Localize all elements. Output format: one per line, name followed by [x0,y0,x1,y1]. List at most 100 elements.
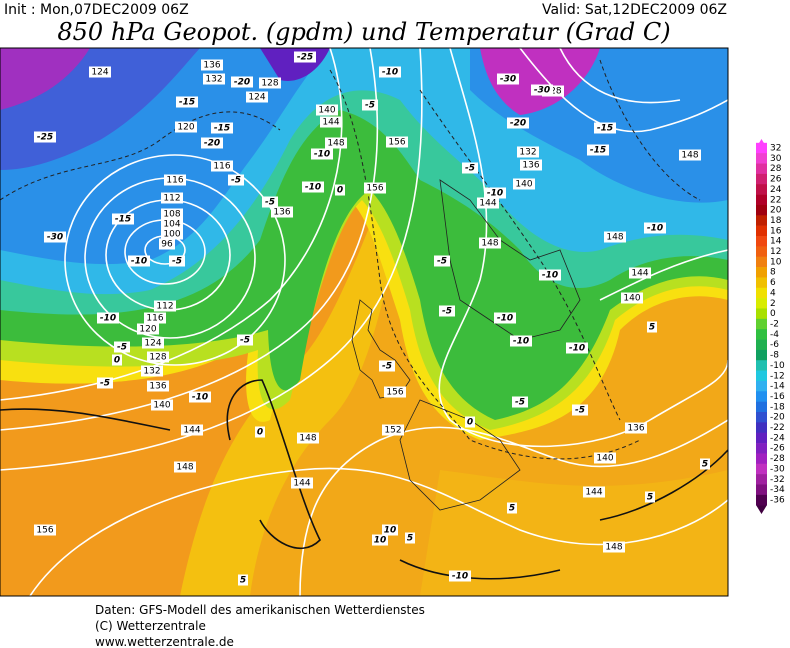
colorbar-swatch [756,349,767,361]
geopotential-label-box [181,424,203,436]
valid-time: Valid: Sat,12DEC2009 06Z [542,2,727,18]
colorbar-bottom-arrow [756,505,767,514]
temperature-label-box [497,73,519,85]
geopotential-label: 96 [161,240,173,250]
geopotential-label-box [520,159,542,171]
geopotential-label-box [603,541,625,553]
temperature-label: 10 [384,526,397,536]
geopotential-label: 120 [177,123,194,133]
map-frame [0,47,729,597]
geopotential-label: 140 [515,180,532,190]
geopotential-label: 144 [183,426,200,436]
temperature-label: -5 [117,343,127,353]
geopotential-label-box [583,486,605,498]
geopotential-label: 148 [481,239,498,249]
colorbar-tick-label: -24 [770,433,785,443]
colorbar-tick-label: -18 [770,402,785,412]
geopotential-label-box [625,422,647,434]
temperature-label-box [262,196,278,208]
temperature-label: -10 [100,314,116,324]
temperature-label-box [112,213,134,225]
geopotential-label: 136 [522,161,539,171]
geopotential-label: 124 [144,339,161,349]
temperature-label-box [294,51,316,63]
geopotential-label-box [629,267,651,279]
geopotential-label-box [513,178,535,190]
temperature-label-box [372,534,388,546]
temperature-label-box [539,269,561,281]
geopotential-label: 152 [384,426,401,436]
temperature-label: 5 [702,460,708,470]
temperature-label-box [566,342,588,354]
geopotential-label-box [201,59,223,71]
geopotential-label-box [175,121,197,133]
colorbar-swatch [756,339,767,351]
geopotential-label-box [246,91,268,103]
temperature-label-box [112,354,122,366]
temperature-label: -5 [172,257,182,267]
temperature-label: -20 [204,139,220,149]
geopotential-label: 116 [146,314,163,324]
colorbar-swatch [756,474,767,485]
temperature-label: -5 [231,176,241,186]
colorbar-tick-label: -2 [770,320,779,330]
colorbar-tick-label: 32 [770,144,781,154]
geopotential-label-box [604,231,626,243]
temperature-label: -10 [542,271,558,281]
geopotential-label-box [259,77,281,89]
temperature-label: 5 [649,323,655,333]
geopotential-label-box [594,452,616,464]
temperature-label: -5 [465,164,475,174]
temperature-label-box [169,255,185,267]
temperature-label: -10 [487,189,503,199]
temperature-label: -10 [452,572,468,582]
temperature-label: -20 [234,78,250,88]
colorbar-swatch [756,153,767,164]
temperature-label: -10 [305,183,321,193]
temperature-label-box [302,181,324,193]
geopotential-label-box [679,149,701,161]
colorbar-tick-label: 12 [770,247,781,257]
colorbar-swatch [756,494,767,506]
geopotential-label-box [386,136,408,148]
geopotential-label-box [89,66,111,78]
temperature-label-box [484,187,506,199]
colorbar-swatch [756,194,767,206]
colorbar: 32302826242220181614121086420-2-4-6-8-10… [756,139,785,514]
colorbar-tick-label: 30 [770,154,782,164]
temperature-label: -5 [575,406,585,416]
temperature-label: -20 [510,119,526,129]
colorbar-swatch [756,443,767,454]
colorbar-swatch [756,163,767,175]
colorbar-swatch [756,204,767,216]
colorbar-swatch [756,484,767,496]
temperature-label: -30 [500,75,516,85]
temperature-label-box [231,76,253,88]
geopotential-label: 144 [479,199,496,209]
temperature-label: 5 [407,534,413,544]
geopotential-label: 116 [213,162,230,172]
colorbar-tick-label: -30 [770,464,785,474]
colorbar-tick-label: -22 [770,423,785,433]
temperature-label-box [128,255,150,267]
colorbar-tick-label: 26 [770,175,782,185]
map-field [0,48,728,596]
geopotential-label: 136 [273,208,290,218]
geopotential-label-box [147,380,169,392]
temperature-label: -15 [115,215,131,225]
colorbar-tick-label: 14 [770,237,782,247]
geopotential-label-box [161,228,183,240]
geopotential-label: 140 [153,401,170,411]
colorbar-swatch [756,142,767,154]
colorbar-tick-label: -36 [770,496,785,506]
geopotential-label: 148 [606,233,623,243]
temperature-label-box [382,524,398,536]
geopotential-label-box [159,238,175,250]
temperature-label-box [647,321,657,333]
colorbar-tick-label: 8 [770,268,776,278]
colorbar-swatch [756,432,767,444]
geopotential-label-box [297,432,319,444]
geopotential-label-box [161,218,183,230]
temperature-label-box [494,312,516,324]
geopotential-label: 112 [163,194,180,204]
